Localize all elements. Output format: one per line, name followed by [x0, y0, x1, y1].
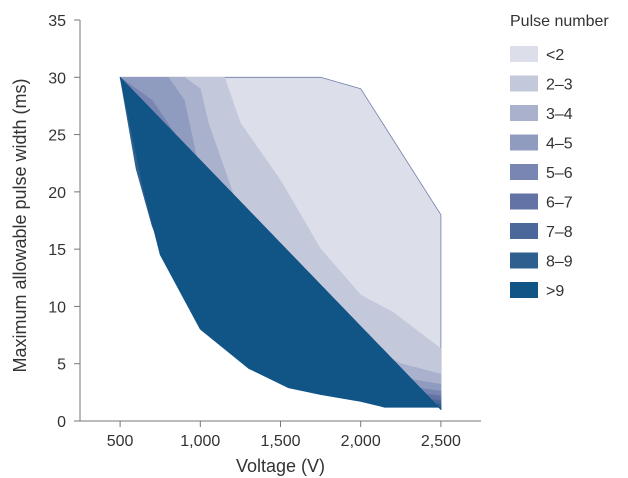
- x-axis-title: Voltage (V): [236, 456, 325, 476]
- x-tick-label: 500: [107, 433, 134, 450]
- legend-label: 8–9: [546, 254, 573, 271]
- legend-swatch: [510, 75, 538, 92]
- legend-label: 2–3: [546, 77, 573, 94]
- legend-label: 5–6: [546, 165, 573, 182]
- x-tick-label: 1,500: [260, 433, 300, 450]
- legend-swatch: [510, 193, 538, 210]
- y-tick-label: 5: [57, 357, 66, 374]
- legend-swatch: [510, 282, 538, 298]
- y-tick-label: 15: [48, 242, 66, 259]
- y-tick-label: 35: [48, 13, 66, 30]
- y-tick-label: 20: [48, 185, 66, 202]
- legend-swatch: [510, 46, 538, 62]
- legend-label: 6–7: [546, 195, 573, 212]
- y-tick-label: 25: [48, 128, 66, 145]
- legend-swatch: [510, 105, 538, 121]
- legend-title: Pulse number: [510, 13, 609, 30]
- y-tick-label: 0: [57, 414, 66, 431]
- legend-swatch: [510, 252, 538, 269]
- legend-label: >9: [546, 283, 564, 300]
- y-tick-label: 30: [48, 70, 66, 87]
- legend-swatch: [510, 223, 538, 239]
- legend: <2 2–3 3–4 4–5 5–6 6–7 7–8 8–9 >9: [510, 46, 573, 300]
- legend-swatch: [510, 164, 538, 180]
- area-region: [119, 77, 442, 410]
- x-tick-label: 1,000: [180, 433, 220, 450]
- area-layers: [119, 76, 442, 410]
- legend-label: 7–8: [546, 224, 573, 241]
- legend-label: 4–5: [546, 136, 573, 153]
- x-tick-label: 2,000: [341, 433, 381, 450]
- legend-label: 3–4: [546, 106, 573, 123]
- y-tick-label: 10: [48, 299, 66, 316]
- y-axis-ticks: 0 5 10 15 20 25 30 35: [48, 13, 80, 431]
- x-tick-label: 2,500: [421, 433, 461, 450]
- legend-label: <2: [546, 47, 564, 64]
- legend-swatch: [510, 134, 538, 151]
- x-axis-ticks: 500 1,000 1,500 2,000 2,500: [107, 421, 461, 450]
- y-axis-title: Maximum allowable pulse width (ms): [10, 78, 30, 372]
- axes: 500 1,000 1,500 2,000 2,500 0 5 10 15 20 25 30 35: [48, 13, 481, 450]
